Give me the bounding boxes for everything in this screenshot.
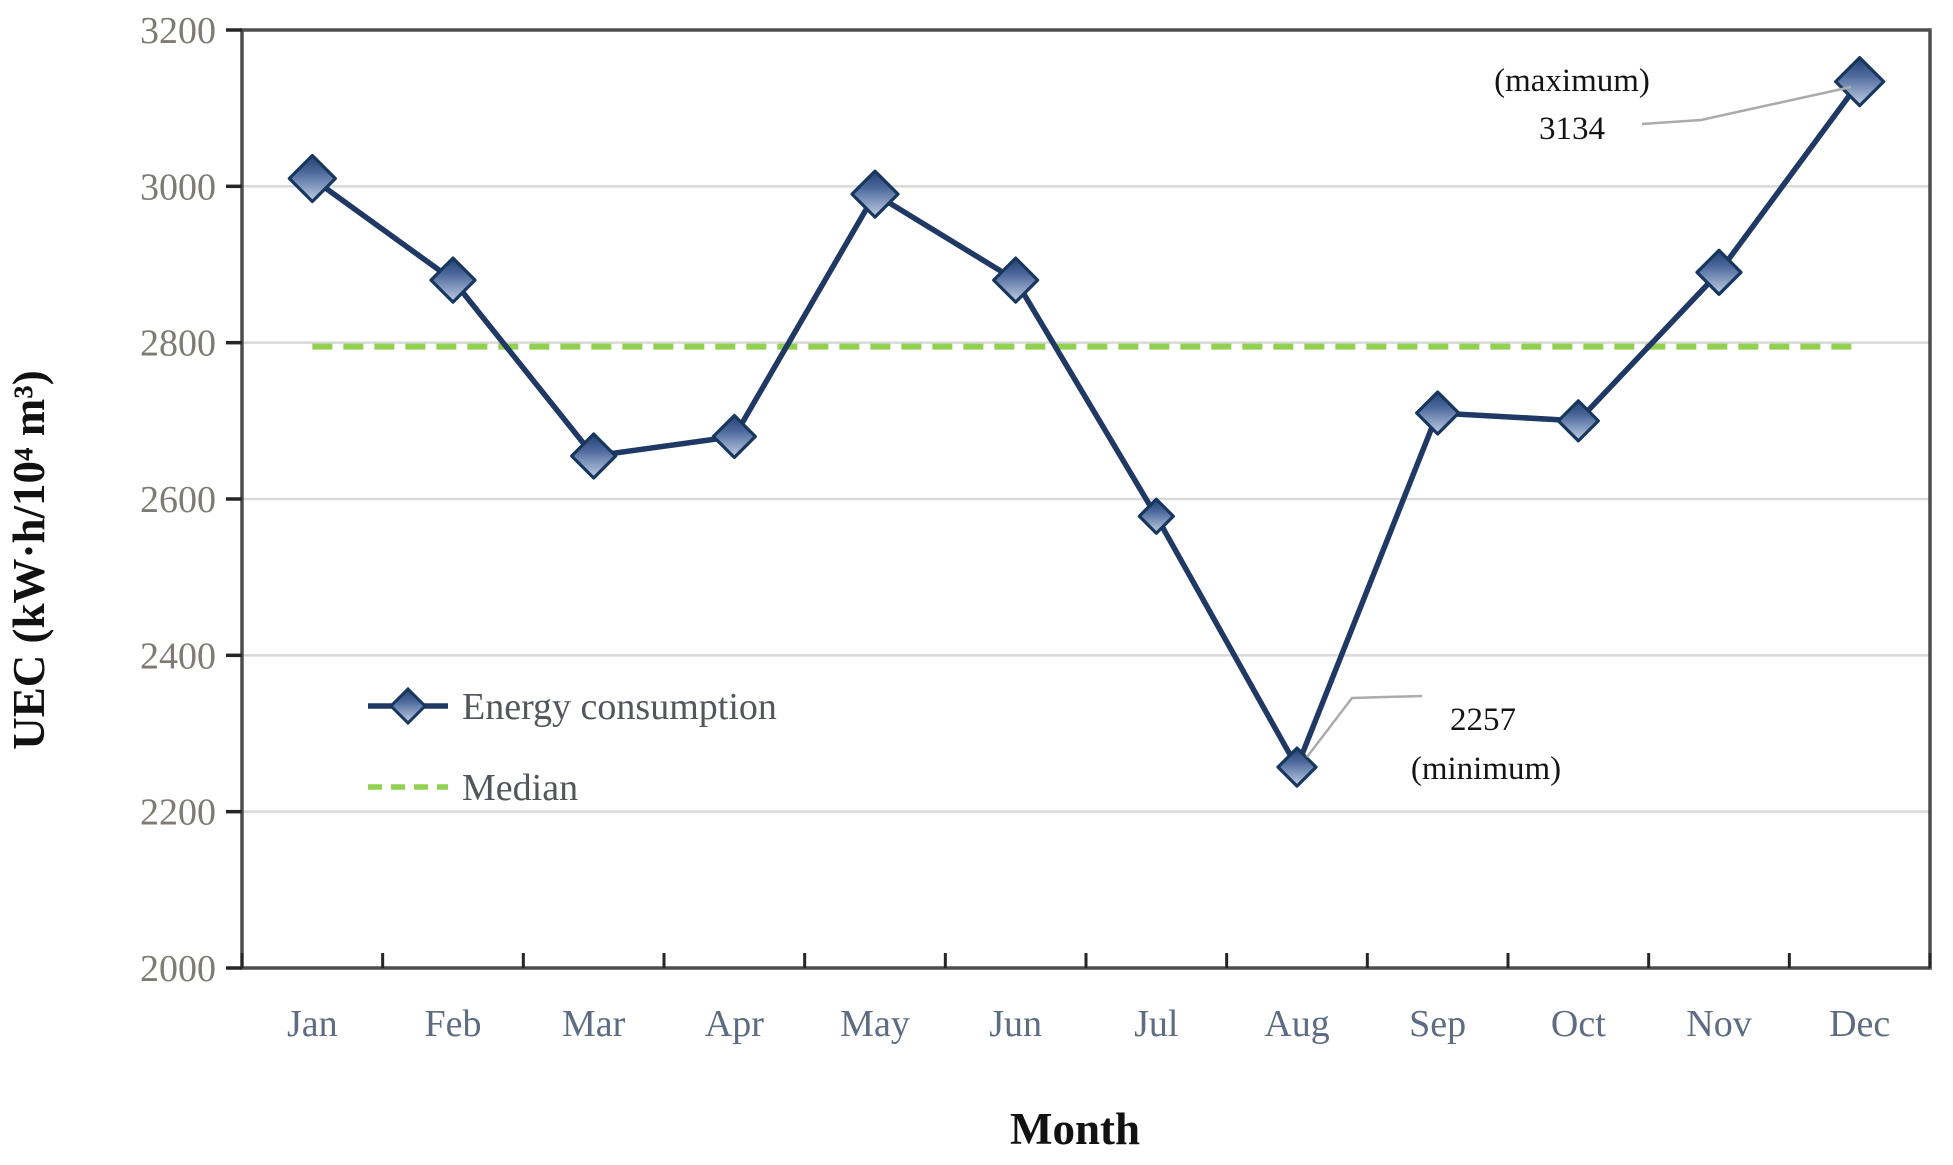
y-tick-label-3200: 3200 bbox=[140, 10, 216, 52]
legend-label-median: Median bbox=[462, 767, 578, 809]
y-tick-label-2800: 2800 bbox=[140, 323, 216, 365]
y-tick-label-2200: 2200 bbox=[140, 792, 216, 834]
energy-consumption-line bbox=[310, 79, 1862, 770]
legend-label-energy-consumption: Energy consumption bbox=[462, 686, 777, 728]
legend-item-median: Median bbox=[368, 767, 578, 809]
data-point-jul bbox=[1137, 497, 1175, 535]
x-tick-label-nov: Nov bbox=[1686, 1003, 1751, 1045]
data-point-jan bbox=[287, 153, 337, 204]
annotation-maximum-leader-line bbox=[1641, 85, 1852, 126]
data-point-feb bbox=[429, 256, 477, 304]
legend: Energy consumption Median bbox=[368, 686, 777, 809]
data-point-mar bbox=[570, 432, 618, 480]
series-group bbox=[287, 55, 1886, 788]
y-tick-label-2400: 2400 bbox=[140, 635, 216, 677]
data-point-sep bbox=[1415, 390, 1461, 436]
legend-diamond-marker-icon bbox=[388, 686, 428, 726]
data-point-apr bbox=[711, 413, 757, 460]
x-tick-label-may: May bbox=[840, 1003, 910, 1045]
data-point-oct bbox=[1556, 399, 1600, 443]
annotation-maximum-value: 3134 bbox=[1539, 111, 1605, 147]
x-tick-label-dec: Dec bbox=[1829, 1003, 1890, 1045]
annotation-minimum-value: 2257 bbox=[1450, 702, 1516, 738]
data-point-aug bbox=[1276, 746, 1318, 788]
tick-marks-group bbox=[226, 28, 1932, 970]
legend-item-energy-consumption: Energy consumption bbox=[368, 686, 777, 728]
x-tick-label-oct: Oct bbox=[1551, 1003, 1606, 1045]
x-tick-label-jun: Jun bbox=[989, 1003, 1042, 1045]
x-tick-label-mar: Mar bbox=[562, 1003, 626, 1045]
annotation-minimum-label: (minimum) bbox=[1411, 751, 1561, 787]
x-tick-label-aug: Aug bbox=[1264, 1003, 1329, 1045]
y-tick-label-2000: 2000 bbox=[140, 948, 216, 990]
y-tick-label-2600: 2600 bbox=[140, 479, 216, 521]
data-point-jun bbox=[992, 256, 1040, 304]
annotation-maximum-label: (maximum) bbox=[1494, 63, 1650, 99]
x-tick-labels-group: Jan Feb Mar Apr May Jun Jul Aug Sep Oct Nov Dec bbox=[287, 1003, 1890, 1045]
annotation-maximum: (maximum) 3134 bbox=[1494, 63, 1852, 147]
y-axis-title: UEC (kW·h/10⁴ m³) bbox=[4, 370, 54, 750]
y-tick-label-3000: 3000 bbox=[140, 166, 216, 208]
data-point-may bbox=[850, 169, 900, 219]
x-tick-label-jan: Jan bbox=[287, 1003, 338, 1045]
annotation-minimum-leader-line bbox=[1306, 694, 1423, 758]
y-tick-labels-group: 2000 2200 2400 2600 2800 3000 3200 bbox=[140, 10, 216, 990]
x-tick-label-feb: Feb bbox=[425, 1003, 482, 1045]
x-tick-label-sep: Sep bbox=[1409, 1003, 1466, 1045]
data-point-dec bbox=[1834, 55, 1886, 108]
x-axis-title: Month bbox=[1010, 1104, 1140, 1154]
data-point-nov bbox=[1695, 248, 1743, 296]
annotation-minimum: 2257 (minimum) bbox=[1306, 694, 1561, 787]
x-tick-label-jul: Jul bbox=[1134, 1003, 1178, 1045]
x-tick-label-apr: Apr bbox=[705, 1003, 764, 1045]
